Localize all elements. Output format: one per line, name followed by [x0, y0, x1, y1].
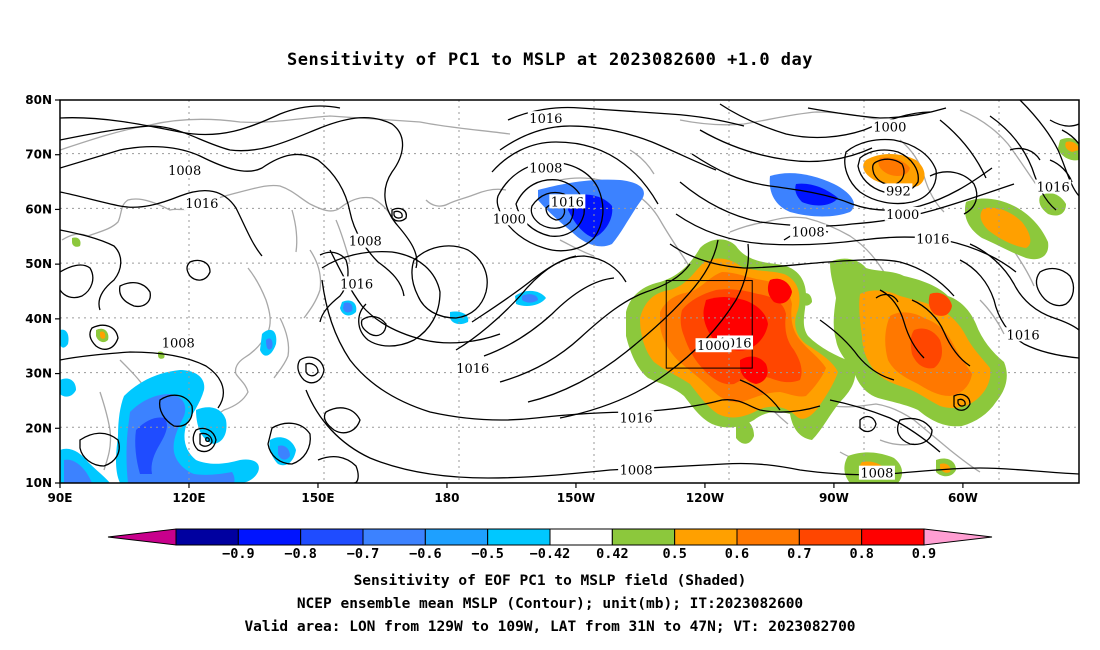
contour-label: 1016 [620, 411, 653, 426]
colorbar-label: 0.5 [662, 546, 686, 560]
contour-label: 1000 [873, 120, 906, 135]
contour-label-bg [858, 465, 895, 480]
map-frame [59, 99, 1080, 484]
contour-label: 1016 [529, 112, 562, 127]
contour-label: 1016 [1037, 181, 1070, 196]
colorbar-label: −0.42 [530, 546, 571, 560]
colorbar-box [861, 528, 925, 546]
colorbar: −0.9 −0.8 −0.7 −0.6 −0.5 −0.42 0.42 0.5 0.6 0.7 0.… [107, 528, 993, 560]
colorbar-box [736, 528, 800, 546]
contour-label-bg [347, 233, 384, 248]
colorbar-box [362, 528, 426, 546]
lat-tick-label: 10N [25, 476, 52, 490]
valid-area-box [665, 280, 753, 369]
gridlines [60, 100, 1079, 483]
lon-tick-label: 150E [301, 491, 334, 505]
contour-label-bg [338, 276, 375, 291]
colorbar-label: 0.9 [912, 546, 936, 560]
caption-shading: Sensitivity of EOF PC1 to MSLP field (Sh… [353, 573, 747, 589]
lat-tick-label: 30N [25, 367, 52, 381]
chart-title: Sensitivity of PC1 to MSLP at 2023082600… [286, 50, 813, 70]
contour-label-bg [1005, 327, 1042, 342]
contour-label: 1000 [493, 212, 526, 227]
colorbar-box [237, 528, 302, 546]
contour-label: 1008 [620, 463, 653, 478]
contour-label: 1016 [185, 197, 218, 212]
colorbar-label: 0.8 [849, 546, 873, 560]
colorbar-box [798, 528, 863, 546]
contour-labels: 1016 1000 1008 1008 1016 1016 992 1016 1000 1000 1… [160, 111, 1072, 482]
lon-tick-label: 180 [434, 491, 459, 505]
contour-label: 1000 [886, 208, 919, 223]
contour-label-bg [549, 194, 586, 209]
colorbar-label: 0.6 [725, 546, 749, 560]
negative-sensitivity-areas [60, 173, 855, 483]
contour-label-bg [527, 160, 564, 175]
colorbar-label: −0.9 [222, 546, 255, 560]
contour-label-bg [618, 462, 655, 477]
contour-label: 1008 [792, 225, 825, 240]
contour-label: 1008 [349, 235, 382, 250]
colorbar-label: −0.5 [471, 546, 504, 560]
contour-label: 1016 [340, 277, 373, 292]
colorbar-low-triangle [107, 528, 177, 546]
colorbar-label: −0.7 [347, 546, 380, 560]
contour-label: 1008 [162, 336, 195, 351]
colorbar-box [300, 528, 364, 546]
colorbar-box [611, 528, 676, 546]
contour-label: 1016 [1007, 328, 1040, 343]
contour-label: 1008 [168, 164, 201, 179]
colorbar-box [549, 528, 613, 546]
caption-valid-area: Valid area: LON from 129W to 109W, LAT f… [244, 619, 856, 635]
lon-tick-label: 90W [819, 491, 849, 505]
colorbar-label: −0.6 [409, 546, 442, 560]
lat-tick-label: 80N [25, 93, 52, 107]
colorbar-label: 0.7 [787, 546, 811, 560]
lat-tick-label: 20N [25, 421, 52, 435]
contour-label: 1016 [456, 362, 489, 377]
colorbar-box [424, 528, 489, 546]
colorbar-label: 0.42 [596, 546, 629, 560]
contour-label-bg [914, 231, 951, 246]
lon-tick-label: 90E [48, 491, 73, 505]
contour-label: 992 [886, 184, 911, 199]
contour-label: 1000 [697, 339, 730, 354]
colorbar-label: −0.8 [284, 546, 317, 560]
lon-tick-label: 60W [948, 491, 978, 505]
colorbar-box [175, 528, 239, 546]
contour-label-bg [183, 195, 220, 210]
contour-label-bg [871, 119, 908, 134]
sensitivity-map: 1016 1000 1008 1008 1016 1016 992 1016 1000 1000 1… [25, 93, 1080, 560]
contour-label-bg [166, 163, 203, 178]
contour-label: 1016 [551, 195, 584, 210]
contour-label-bg [884, 183, 913, 198]
colorbar-box [674, 528, 738, 546]
axis-ticks: 90E 120E 150E 180 150W 120W 90W 60W 80N 70N 60N 50N… [25, 93, 978, 505]
contour-label-bg [454, 361, 491, 376]
contour-label: 1016 [916, 233, 949, 248]
lat-tick-label: 60N [25, 202, 52, 216]
contour-label: 1008 [860, 467, 893, 482]
lat-tick-label: 50N [25, 257, 52, 271]
lon-tick-label: 120E [172, 491, 205, 505]
lat-tick-label: 40N [25, 312, 52, 326]
contour-label-bg [527, 111, 564, 126]
contour-label-bg [160, 335, 197, 350]
lat-tick-label: 70N [25, 148, 52, 162]
contour-label-bg [790, 224, 827, 239]
contour-label-bg [884, 206, 921, 221]
contour-label-bg [491, 211, 528, 226]
contour-label-bg [1035, 179, 1072, 194]
lon-tick-label: 150W [557, 491, 595, 505]
colorbar-box [487, 528, 551, 546]
colorbar-high-triangle [923, 528, 993, 546]
contour-label-bg [695, 338, 732, 353]
lon-tick-label: 120W [686, 491, 724, 505]
caption-contour: NCEP ensemble mean MSLP (Contour); unit(… [296, 596, 804, 612]
contour-label-bg [618, 410, 655, 425]
contour-label: 1008 [529, 161, 562, 176]
